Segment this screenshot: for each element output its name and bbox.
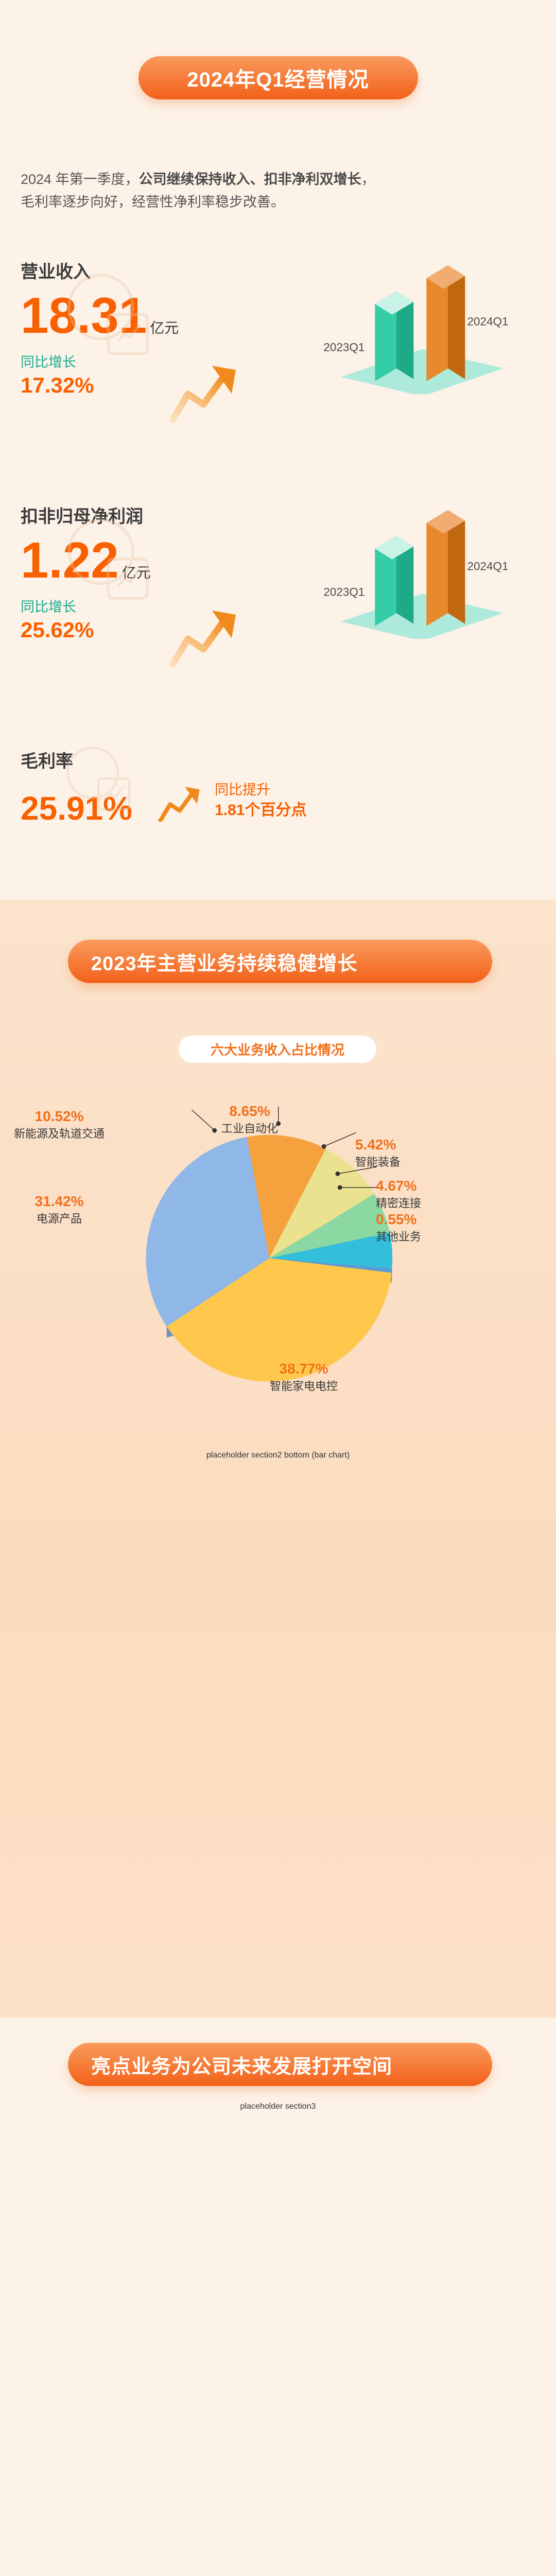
svg-text:2023Q1: 2023Q1 xyxy=(323,586,364,599)
svg-text:2023Q1: 2023Q1 xyxy=(323,341,364,354)
svg-text:2024Q1: 2024Q1 xyxy=(467,315,509,328)
svg-text:2024Q1: 2024Q1 xyxy=(467,560,509,573)
